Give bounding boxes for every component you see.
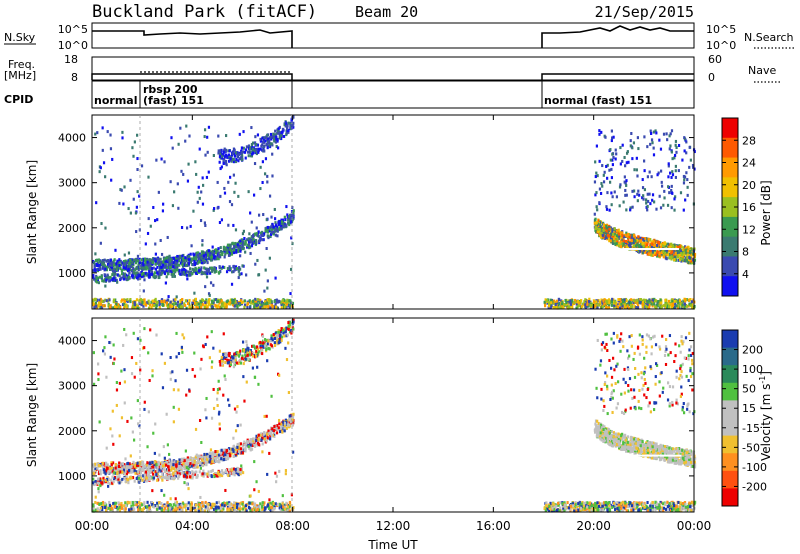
velocity-scatter xyxy=(92,318,697,513)
range-tick-label: 2000 xyxy=(58,222,86,235)
range-tick-label: 1000 xyxy=(58,470,86,483)
cpid-label: CPID xyxy=(4,93,33,106)
colorbar-swatch xyxy=(722,418,738,437)
nsky-tick-low: 10^0 xyxy=(58,39,88,52)
velocity-panel: 1000 2000 3000 4000 Slant Range [km] xyxy=(25,317,697,513)
nsky-panel: N.Sky 10^5 10^0 10^5 10^0 N.Search xyxy=(4,22,796,52)
range-tick-label: 4000 xyxy=(58,335,86,348)
beam-title: Beam 20 xyxy=(355,3,418,21)
colorbar-swatch xyxy=(722,216,738,238)
time-tick-label: 08:00 xyxy=(275,519,310,533)
colorbar-tick-label: -50 xyxy=(742,441,760,454)
time-tick-label: 20:00 xyxy=(576,519,611,533)
colorbar-swatch xyxy=(722,177,738,198)
colorbar-swatch xyxy=(722,137,738,159)
time-axis: 00:00 04:00 08:00 12:00 16:00 20:00 00:00 xyxy=(75,115,712,533)
colorbar-tick-label: -15 xyxy=(742,422,760,435)
freq-label: Freq. xyxy=(8,58,35,71)
colorbar-tick-label: 16 xyxy=(742,201,756,214)
colorbar-tick-label: 4 xyxy=(742,268,749,281)
freq-unit: [MHz] xyxy=(4,69,36,82)
velocity-ylabel: Slant Range [km] xyxy=(25,363,39,467)
colorbar-tick-label: 12 xyxy=(742,223,756,236)
cpid-seg-normal: normal xyxy=(94,94,137,107)
colorbar-tick-label: 24 xyxy=(742,157,756,170)
nsearch-label: N.Search xyxy=(744,31,794,44)
range-tick-label: 2000 xyxy=(58,425,86,438)
colorbar-swatch xyxy=(722,453,738,472)
power-yticks: 1000 2000 3000 4000 xyxy=(58,132,694,280)
colorbar-tick-label: -200 xyxy=(742,480,767,493)
colorbar-swatch xyxy=(722,470,738,489)
colorbar-tick-label: 28 xyxy=(742,134,756,147)
nsearch-tick-high: 10^5 xyxy=(706,23,736,36)
time-tick-label: 12:00 xyxy=(376,519,411,533)
cpid-seg-fast: (fast) 151 xyxy=(143,94,204,107)
freq-tick-low: 8 xyxy=(71,71,78,84)
colorbar-swatch xyxy=(722,276,738,297)
date-title: 21/Sep/2015 xyxy=(595,3,694,21)
colorbar-swatch xyxy=(722,118,738,139)
time-tick-label: 00:00 xyxy=(677,519,712,533)
colorbar-swatch xyxy=(722,435,738,454)
power-panel: 1000 2000 3000 4000 Slant Range [km] xyxy=(25,114,697,310)
range-tick-label: 3000 xyxy=(58,380,86,393)
power-scatter xyxy=(92,115,697,310)
station-title: Buckland Park (fitACF) xyxy=(92,2,317,22)
time-tick-label: 00:00 xyxy=(75,519,110,533)
cpid-seg-rbsp: rbsp 200 xyxy=(143,83,198,96)
velocity-colorbar-label: Velocity [m s-1] xyxy=(758,371,773,461)
range-tick-label: 1000 xyxy=(58,267,86,280)
velocity-colorbar: 200 100 50 15 -15 -50 -100 -200 Velocity [m s-1… xyxy=(721,329,773,507)
nsky-label: N.Sky xyxy=(4,31,36,44)
nave-label: Nave xyxy=(748,64,776,77)
colorbar-swatch xyxy=(722,236,738,257)
cpid-seg-normal-fast: normal (fast) 151 xyxy=(544,94,652,107)
power-ylabel: Slant Range [km] xyxy=(25,160,39,264)
colorbar-swatch xyxy=(722,382,738,401)
colorbar-tick-label: 20 xyxy=(742,179,756,192)
time-tick-label: 16:00 xyxy=(476,519,511,533)
velocity-yticks: 1000 2000 3000 4000 xyxy=(58,335,694,483)
colorbar-tick-label: 8 xyxy=(742,246,749,259)
nsky-trace xyxy=(92,25,694,48)
freq-panel: Freq. [MHz] 18 8 60 0 Nave xyxy=(4,53,782,84)
colorbar-swatch xyxy=(722,400,738,419)
nsky-tick-high: 10^5 xyxy=(58,23,88,36)
range-tick-label: 3000 xyxy=(58,177,86,190)
colorbar-swatch xyxy=(722,197,738,218)
colorbar-swatch xyxy=(722,256,738,277)
colorbar-swatch xyxy=(722,365,738,384)
nave-tick-low: 0 xyxy=(708,71,715,84)
colorbar-tick-label: -100 xyxy=(742,461,767,474)
time-tick-label: 04:00 xyxy=(175,519,210,533)
colorbar-swatch xyxy=(722,347,738,366)
freq-tick-high: 18 xyxy=(64,53,78,66)
freq-trace xyxy=(91,73,694,80)
cpid-panel: CPID normal rbsp 200 (fast) 151 normal (… xyxy=(4,80,695,109)
colorbar-tick-label: 200 xyxy=(742,344,763,357)
time-axis-label: Time UT xyxy=(367,538,418,552)
range-tick-label: 4000 xyxy=(58,132,86,145)
colorbar-tick-label: 50 xyxy=(742,383,756,396)
nsearch-tick-low: 10^0 xyxy=(706,39,736,52)
colorbar-swatch xyxy=(722,157,738,178)
power-colorbar-label: Power [dB] xyxy=(759,180,773,245)
colorbar-tick-label: 100 xyxy=(742,363,763,376)
power-colorbar: 28 24 20 16 12 8 4 Power [dB] xyxy=(721,117,773,297)
colorbar-swatch xyxy=(722,330,738,349)
colorbar-swatch xyxy=(722,488,738,507)
nave-tick-high: 60 xyxy=(708,53,722,66)
colorbar-tick-label: 15 xyxy=(742,402,756,415)
